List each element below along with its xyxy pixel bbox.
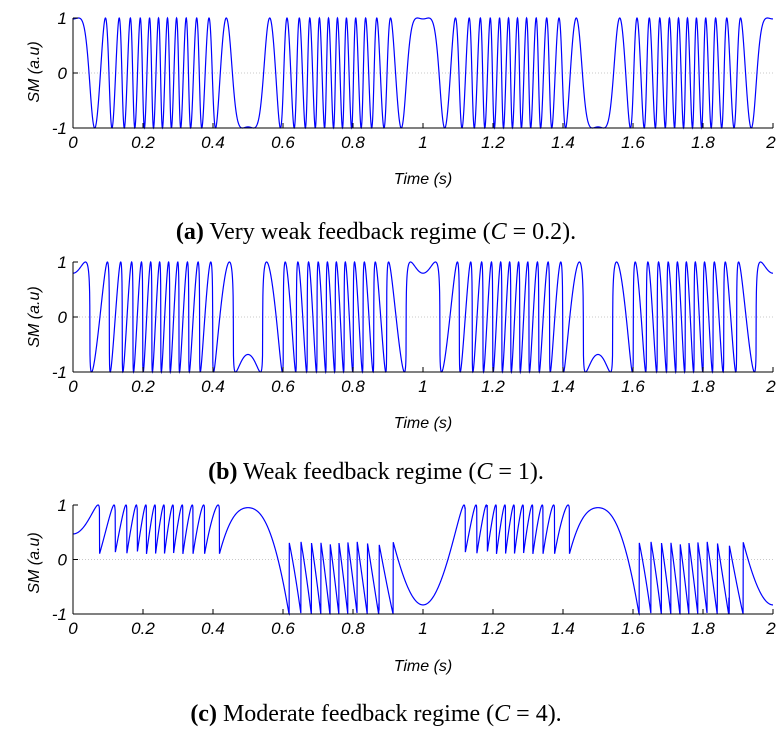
panel-b-xtick-label: 1.8	[691, 377, 715, 396]
panel-c: 0 0.2 0.4 0.6 0.8 1 1.2 1.4 1.6 1.8 2-101 SM (a.u)…	[26, 496, 776, 727]
panel-b-xtick-label: 2	[765, 377, 776, 396]
panel-b-caption-pre: Weak feedback regime (	[237, 459, 476, 485]
panel-a-xtick-label: 1	[418, 133, 427, 152]
panel-c-ytick-label: -1	[52, 605, 67, 624]
panel-a-caption-pre: Very weak feedback regime (	[204, 219, 491, 245]
panel-b-caption-var: C	[476, 459, 493, 485]
panel-c-xtick-label: 1.4	[551, 619, 575, 638]
panel-a: 0 0.2 0.4 0.6 0.8 1 1.2 1.4 1.6 1.8 2-101 SM (a.u)…	[26, 9, 776, 245]
panel-c-ytick-label: 0	[58, 551, 68, 570]
panel-b-xtick-label: 0.4	[201, 377, 225, 396]
panel-b-xtick-label: 1.4	[551, 377, 575, 396]
panel-c-axes: 0 0.2 0.4 0.6 0.8 1 1.2 1.4 1.6 1.8 2-101	[52, 496, 776, 638]
panel-c-xtick-label: 0	[68, 619, 78, 638]
panel-a-caption-post: = 0.2).	[507, 219, 577, 245]
panel-c-xlabel: Time (s)	[394, 658, 453, 675]
panel-b-xtick-label: 1.2	[481, 377, 505, 396]
panel-a-xtick-label: 0.4	[201, 133, 225, 152]
panel-c-xtick-label: 1.2	[481, 619, 505, 638]
panel-b-ylabel: SM (a.u)	[26, 286, 43, 347]
panel-c-caption-pre: Moderate feedback regime (	[217, 701, 494, 727]
panel-a-caption-var: C	[491, 219, 508, 245]
panel-c-xtick-label: 0.8	[341, 619, 365, 638]
panel-a-xtick-label: 1.4	[551, 133, 575, 152]
panel-a-xlabel: Time (s)	[394, 171, 453, 188]
panel-a-xtick-label: 1.6	[621, 133, 645, 152]
panel-c-xtick-label: 1	[418, 619, 427, 638]
panel-a-axes: 0 0.2 0.4 0.6 0.8 1 1.2 1.4 1.6 1.8 2-101	[52, 9, 776, 152]
panel-c-ytick-label: 1	[58, 496, 67, 515]
panel-b-xlabel: Time (s)	[394, 415, 453, 432]
panel-a-series-line	[73, 16, 773, 130]
panel-b-caption: (b) Weak feedback regime (C = 1).	[208, 459, 544, 485]
panel-b-xtick-label: 0	[68, 377, 78, 396]
panel-c-xtick-label: 0.2	[131, 619, 155, 638]
panel-a-xtick-label: 1.2	[481, 133, 505, 152]
panel-a-ylabel: SM (a.u)	[26, 41, 43, 102]
panel-c-series-line	[73, 504, 773, 616]
panel-b-xtick-label: 0.8	[341, 377, 365, 396]
panel-b-caption-tag: (b)	[208, 459, 237, 485]
panel-a-xtick-label: 0.2	[131, 133, 155, 152]
panel-c-ylabel: SM (a.u)	[26, 532, 43, 593]
panel-c-xtick-label: 0.4	[201, 619, 225, 638]
panel-a-ytick-label: 1	[58, 9, 67, 28]
panel-a-caption: (a) Very weak feedback regime (C = 0.2).	[176, 219, 576, 245]
panel-c-caption: (c) Moderate feedback regime (C = 4).	[190, 701, 561, 727]
panel-b-caption-post: = 1).	[492, 459, 544, 485]
panel-c-caption-var: C	[494, 701, 511, 727]
panel-b: 0 0.2 0.4 0.6 0.8 1 1.2 1.4 1.6 1.8 2-101 SM (a.u)…	[26, 253, 776, 485]
panel-b-xtick-label: 0.6	[271, 377, 295, 396]
panel-c-caption-tag: (c)	[190, 701, 217, 727]
panel-a-xtick-label: 1.8	[691, 133, 715, 152]
panel-c-xtick-label: 0.6	[271, 619, 295, 638]
panel-b-ytick-label: 1	[58, 253, 67, 272]
panel-b-xtick-label: 1	[418, 377, 427, 396]
panel-b-xtick-label: 1.6	[621, 377, 645, 396]
panel-a-xtick-label: 2	[765, 133, 776, 152]
panel-b-xtick-label: 0.2	[131, 377, 155, 396]
panel-a-xtick-label: 0.8	[341, 133, 365, 152]
panel-c-xtick-label: 2	[765, 619, 776, 638]
panel-c-caption-post: = 4).	[510, 701, 562, 727]
panel-a-caption-tag: (a)	[176, 219, 204, 245]
panel-a-xtick-label: 0.6	[271, 133, 295, 152]
panel-c-xtick-label: 1.6	[621, 619, 645, 638]
panel-a-ytick-label: 0	[58, 64, 68, 83]
panel-c-xtick-label: 1.8	[691, 619, 715, 638]
panel-b-series-line	[73, 260, 773, 375]
panel-a-ytick-label: -1	[52, 119, 67, 138]
panel-b-ytick-label: -1	[52, 363, 67, 382]
panel-b-ytick-label: 0	[58, 308, 68, 327]
panel-a-xtick-label: 0	[68, 133, 78, 152]
panel-b-axes: 0 0.2 0.4 0.6 0.8 1 1.2 1.4 1.6 1.8 2-101	[52, 253, 776, 396]
